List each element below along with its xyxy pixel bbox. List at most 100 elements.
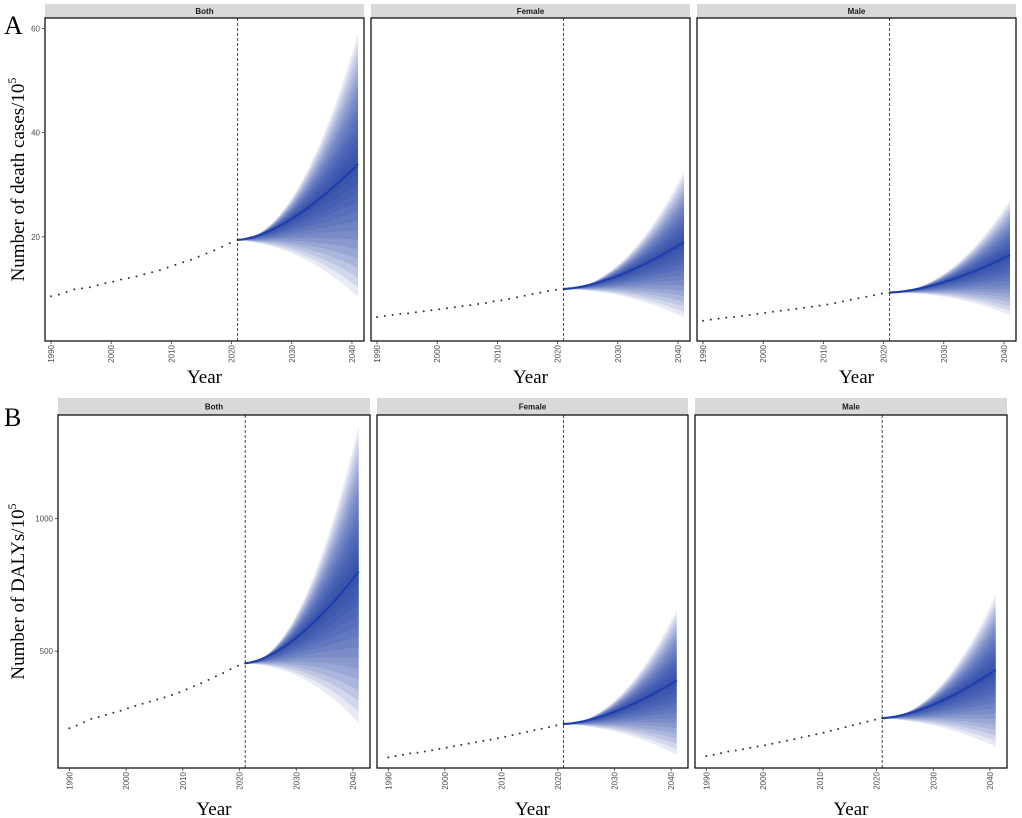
prediction-band	[889, 200, 1010, 315]
prediction-band	[563, 186, 684, 302]
plot-background	[58, 415, 370, 768]
prediction-band	[237, 98, 358, 240]
observed-point	[431, 749, 434, 752]
observed-point	[135, 275, 138, 278]
facet-strip	[58, 398, 370, 415]
observed-point	[97, 716, 100, 718]
observed-point	[873, 294, 876, 297]
y-axis-title: Number of death cases/105	[5, 78, 29, 282]
observed-point	[399, 312, 402, 315]
x-tick-label: 1990	[702, 771, 711, 789]
observed-point	[163, 696, 166, 699]
y-tick-label: 1000	[35, 515, 53, 524]
observed-point	[826, 303, 829, 306]
observed-point	[156, 698, 159, 701]
observed-point	[518, 732, 521, 735]
observed-point	[712, 753, 715, 756]
observed-point	[484, 302, 487, 304]
y-axis-title: Number of DALYs/105	[5, 503, 29, 679]
x-tick-label: 2020	[228, 344, 237, 362]
plot-area	[50, 33, 359, 298]
x-tick-label: 2010	[816, 771, 825, 789]
x-tick-label: 2040	[674, 344, 683, 362]
x-axis-title: Year	[196, 799, 232, 818]
prediction-band	[245, 488, 359, 664]
prediction-band	[563, 211, 684, 289]
x-tick-label: 1990	[65, 771, 74, 789]
prediction-band	[563, 221, 684, 289]
prediction-band	[245, 446, 359, 702]
prediction-band	[889, 204, 1010, 311]
observed-point	[221, 245, 224, 248]
observed-point	[143, 273, 146, 276]
observed-point	[391, 314, 394, 316]
observed-point	[192, 685, 195, 688]
x-tick-label: 1990	[373, 344, 382, 362]
observed-point	[756, 745, 759, 748]
observed-point	[120, 278, 122, 281]
observed-point	[800, 736, 803, 739]
observed-point	[141, 702, 144, 705]
observed-point	[489, 738, 492, 741]
observed-point	[496, 737, 499, 740]
observed-point	[734, 749, 737, 752]
observed-point	[822, 731, 825, 734]
prediction-band	[882, 632, 996, 719]
prediction-band	[563, 226, 684, 289]
x-axis-title: Year	[187, 367, 223, 388]
prediction-band	[889, 223, 1010, 293]
prediction-band	[889, 219, 1010, 294]
plot-border	[57, 414, 371, 769]
x-tick-label: 1990	[384, 771, 393, 789]
observed-point	[859, 722, 862, 725]
prediction-band	[563, 216, 684, 289]
prediction-band	[889, 212, 1010, 303]
observed-point	[438, 747, 441, 750]
observed-point	[445, 746, 448, 749]
observed-point	[508, 297, 511, 300]
observed-point	[453, 306, 456, 309]
prediction-band	[563, 201, 684, 289]
observed-point	[749, 746, 752, 749]
x-tick-label: 2020	[236, 771, 245, 789]
prediction-mean-line	[889, 254, 1011, 294]
prediction-band	[563, 171, 684, 318]
prediction-band	[563, 640, 677, 724]
observed-point	[547, 290, 550, 292]
prediction-band	[563, 655, 677, 724]
prediction-band	[237, 42, 358, 288]
observed-point	[785, 739, 788, 742]
x-tick-label: 2000	[107, 344, 116, 362]
observed-point	[166, 266, 169, 269]
plot-background	[371, 18, 690, 341]
observed-point	[90, 717, 93, 720]
observed-point	[158, 269, 161, 272]
facet-both-b: Both 1990 2000 2010 2020 2030 2040 Year 500 1000	[35, 398, 371, 818]
observed-point	[866, 720, 869, 723]
observed-point	[96, 284, 99, 287]
observed-point	[151, 271, 154, 274]
observed-point	[555, 724, 558, 727]
observed-point	[383, 315, 386, 317]
observed-point	[742, 748, 744, 751]
facet-strip-label: Female	[519, 403, 547, 412]
prediction-mean-line	[237, 163, 359, 241]
observed-point	[880, 292, 883, 295]
observed-point	[725, 316, 728, 319]
x-tick-label: 2000	[122, 771, 131, 789]
plot-border	[694, 414, 1008, 769]
x-tick-label: 1990	[699, 344, 708, 362]
prediction-band	[245, 425, 359, 723]
observed-point	[88, 286, 91, 289]
prediction-mean-line	[882, 668, 997, 720]
observed-point	[815, 733, 818, 736]
observed-point	[779, 309, 782, 312]
facet-strip-label: Male	[848, 7, 866, 16]
y-tick-label: 40	[31, 129, 40, 138]
facet-male-b: Male 1990 2000 2010 2020 2030 2040 Year	[694, 398, 1008, 818]
observed-point	[200, 682, 203, 685]
observed-point	[733, 316, 736, 318]
x-tick-label: 2010	[493, 344, 502, 362]
